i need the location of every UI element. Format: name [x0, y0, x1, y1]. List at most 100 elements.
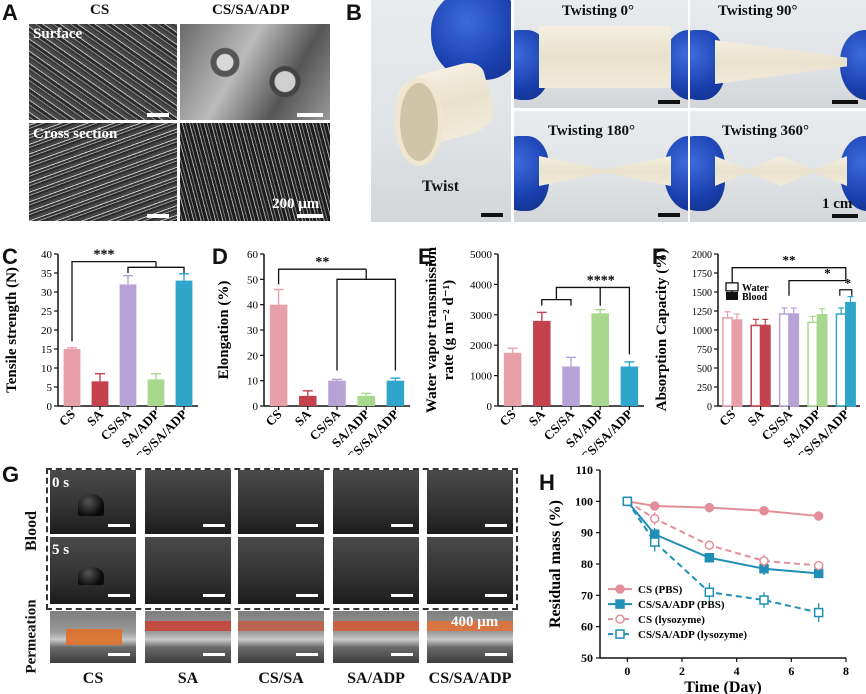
y-tick-label: 2000	[470, 340, 493, 352]
significance-label: *	[845, 276, 852, 291]
bar	[722, 317, 733, 407]
y-tick-label: 50	[581, 651, 593, 665]
panel-label-e: E	[418, 244, 433, 269]
blood-drop-image	[50, 537, 136, 604]
panel-a-col1-title: CS	[90, 2, 110, 18]
photo-twist-90	[690, 0, 866, 108]
panel-g-t0-label: 0 s	[52, 475, 70, 491]
permeation-band	[145, 621, 231, 631]
bar	[778, 313, 790, 407]
scale-bar	[297, 113, 323, 117]
panel-g-dashed-frame	[46, 468, 518, 610]
y-tick-label: 10	[247, 376, 259, 388]
chart-wvtr: 0 1000 2000 3000 4000 5000 Water vapor transmi…	[424, 246, 644, 455]
permeation-image	[427, 611, 513, 663]
y-tick-label: 70	[581, 588, 593, 602]
legend-swatch-blood	[726, 292, 738, 300]
panel-b-t180-label: Twisting 180°	[548, 123, 635, 139]
y-tick-label: 4000	[470, 279, 493, 291]
y-tick-label: 10	[41, 363, 53, 375]
panel-g-column-label: CS/SA	[258, 670, 304, 687]
data-point	[813, 607, 824, 618]
y-tick-label: 1250	[692, 307, 712, 318]
data-point	[649, 537, 660, 547]
photo-twist	[371, 0, 511, 222]
x-tick-label: 0	[624, 664, 630, 678]
y-axis-label: Absorption Capacity (%)	[654, 249, 670, 412]
y-tick-label: 0	[707, 402, 712, 413]
sem-cs-cross	[29, 123, 177, 221]
y-tick-label: 60	[581, 620, 593, 634]
panel-b-twist-label: Twist	[422, 178, 460, 195]
y-tick-label: 5	[47, 382, 53, 394]
panel-b-scale-label: 1 cm	[822, 196, 853, 212]
sem-cs-surface	[29, 24, 177, 120]
bar	[731, 319, 743, 407]
legend-marker	[615, 629, 625, 639]
blood-drop-image	[333, 537, 419, 604]
bar	[269, 304, 288, 406]
y-tick-label: 40	[247, 300, 259, 312]
scale-bar	[203, 653, 225, 656]
data-point	[759, 556, 769, 566]
blood-drop-image	[427, 470, 513, 534]
scale-bar	[481, 213, 503, 217]
panel-g-row-blood-label: Blood	[23, 511, 40, 552]
y-tick-label: 1750	[692, 269, 712, 280]
bar	[357, 395, 375, 406]
chart-absorption: 0 250 500 750 1000 1250 1500 1750 2000 Absorption…	[654, 249, 860, 455]
blood-drop-image	[145, 537, 231, 604]
y-axis-label: Water vapor transmission	[424, 246, 440, 413]
x-tick-label: SA	[292, 406, 315, 429]
legend-swatch-water	[725, 282, 739, 292]
scale-bar	[391, 594, 413, 597]
data-point	[813, 560, 824, 571]
scale-bar	[147, 214, 169, 218]
significance-label: **	[783, 253, 796, 268]
panel-b-t90-label: Twisting 90°	[718, 3, 798, 19]
bar	[620, 366, 639, 406]
x-tick-label: CS	[496, 407, 518, 429]
y-tick-label: 40	[41, 249, 53, 261]
significance-label: ****	[587, 273, 615, 288]
panel-label-a: A	[2, 0, 18, 25]
y-tick-label: 500	[697, 364, 712, 375]
panel-g-column-label: SA/ADP	[347, 670, 405, 687]
panel-a-surface-label: Surface	[33, 26, 83, 42]
data-point	[813, 568, 824, 579]
scale-bar	[832, 214, 858, 218]
y-tick-label: 35	[41, 268, 53, 280]
y-tick-label: 25	[41, 306, 53, 318]
x-tick-label: CS	[56, 407, 78, 429]
y-tick-label: 0	[253, 401, 259, 413]
data-point	[704, 552, 715, 563]
panel-a-cross-label: Cross section	[33, 126, 118, 142]
y-tick-label: 50	[247, 274, 259, 286]
x-tick-label: 6	[788, 664, 794, 678]
x-tick-label: SA	[526, 406, 549, 429]
blood-drop-image	[238, 537, 324, 604]
panel-g-column-label: CS	[82, 670, 104, 687]
significance-bracket	[788, 279, 846, 296]
bar	[562, 366, 580, 406]
data-point	[759, 505, 769, 516]
y-tick-label: 90	[581, 526, 593, 540]
permeation-image	[145, 611, 231, 663]
significance-bracket	[555, 286, 631, 355]
bar	[91, 381, 109, 406]
y-tick-label: 100	[575, 494, 593, 508]
scale-bar	[658, 213, 680, 217]
y-axis-label: rate (g m⁻² d⁻¹)	[441, 280, 457, 380]
panel-label-d: D	[212, 244, 228, 269]
significance-bracket	[839, 289, 853, 296]
blood-drop-image	[238, 470, 324, 534]
chart-residual-mass: 50 60 70 80 90 100 110 0 2 4 6 8 Time (Day) Residual …	[547, 463, 849, 694]
x-tick-label: 8	[843, 664, 849, 678]
significance-bracket	[127, 266, 185, 273]
x-tick-label: SA	[744, 406, 767, 429]
y-tick-label: 30	[247, 325, 259, 337]
bar	[816, 314, 828, 407]
blood-drop-image	[50, 470, 136, 534]
y-tick-label: 0	[47, 401, 53, 413]
x-tick-label: SA	[84, 406, 107, 429]
